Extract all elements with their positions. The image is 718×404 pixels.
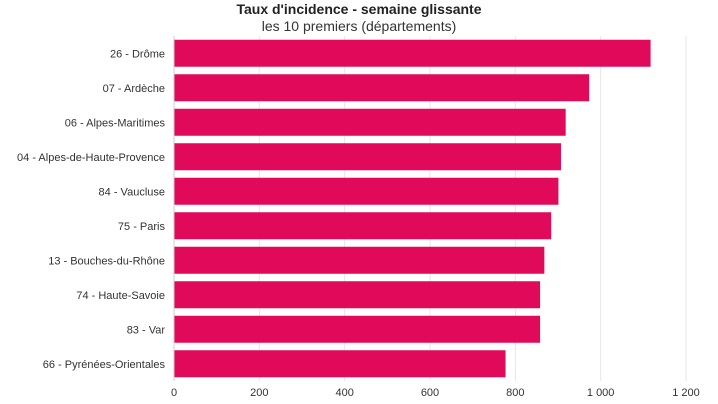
- category-label: 26 - Drôme: [110, 48, 165, 60]
- chart-title: Taux d'incidence - semaine glissante: [236, 1, 482, 17]
- x-tick-label: 600: [421, 387, 439, 399]
- x-tick-label: 1 000: [587, 387, 615, 399]
- bar: [174, 246, 545, 274]
- bar: [174, 177, 559, 205]
- x-tick-label: 400: [335, 387, 353, 399]
- x-tick-label: 200: [250, 387, 268, 399]
- category-label: 84 - Vaucluse: [99, 186, 165, 198]
- x-tick-label: 800: [506, 387, 524, 399]
- category-label: 13 - Bouches-du-Rhône: [48, 255, 165, 267]
- category-label: 75 - Paris: [118, 221, 166, 233]
- x-tick-label: 0: [171, 387, 177, 399]
- category-label: 07 - Ardèche: [103, 83, 165, 95]
- bar: [174, 350, 506, 378]
- category-label: 74 - Haute-Savoie: [76, 290, 165, 302]
- category-label: 04 - Alpes-de-Haute-Provence: [17, 152, 165, 164]
- chart-subtitle: les 10 premiers (départements): [261, 18, 457, 34]
- x-tick-label: 1 200: [672, 387, 700, 399]
- bar: [174, 39, 651, 67]
- category-label: 66 - Pyrénées-Orientales: [43, 359, 166, 371]
- bar: [174, 74, 590, 102]
- category-label: 06 - Alpes-Maritimes: [65, 117, 166, 129]
- bar: [174, 315, 541, 343]
- bar: [174, 212, 552, 240]
- bar: [174, 281, 541, 309]
- bar: [174, 108, 566, 136]
- category-label: 83 - Var: [127, 324, 166, 336]
- bar: [174, 143, 561, 171]
